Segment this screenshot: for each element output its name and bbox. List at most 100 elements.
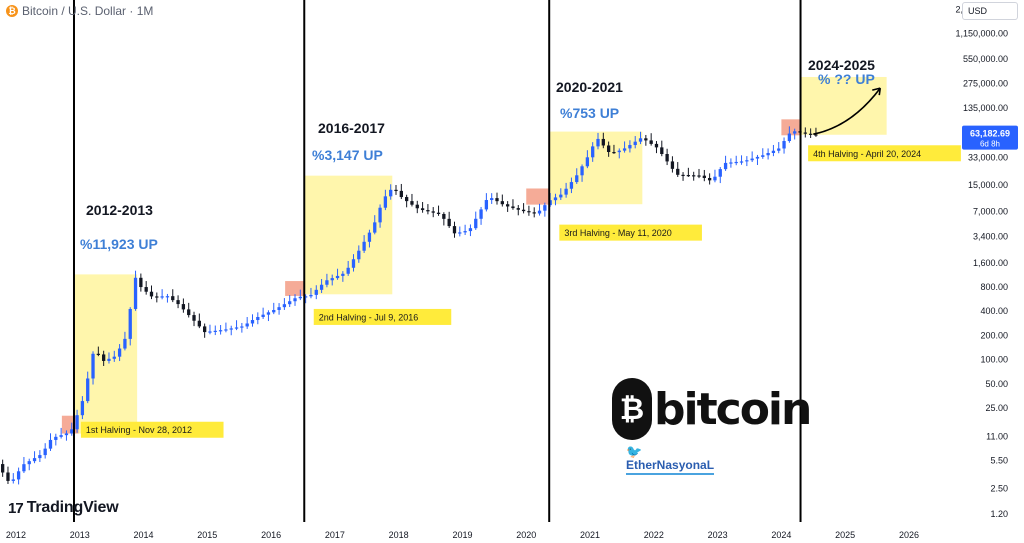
candle-up xyxy=(362,241,366,251)
projection-arrow xyxy=(813,87,881,135)
candle-up xyxy=(319,284,324,290)
candle-up xyxy=(750,158,754,161)
candle-down xyxy=(171,296,175,301)
x-tick-label: 2024 xyxy=(771,530,791,540)
candle-up xyxy=(755,156,760,159)
cycle-highlight-3 xyxy=(549,131,643,205)
price-axis[interactable] xyxy=(960,0,1024,543)
bitcoin-icon: ₿ xyxy=(6,5,18,17)
y-tick-label: 15,000.00 xyxy=(968,180,1008,190)
x-tick-label: 2019 xyxy=(452,530,472,540)
candle-down xyxy=(697,175,701,177)
candle-up xyxy=(389,189,393,197)
candle-up xyxy=(282,304,287,308)
candle-up xyxy=(27,461,31,465)
bitcoin-logo: ₿ bitcoin xyxy=(612,378,812,440)
candle-up xyxy=(54,436,58,440)
candle-down xyxy=(399,190,403,198)
candle-down xyxy=(814,134,818,136)
candle-down xyxy=(500,201,504,205)
cycle-period-3: 2020-2021 xyxy=(556,79,623,95)
currency-selector[interactable]: USD xyxy=(962,2,1018,20)
current-price-badge[interactable] xyxy=(962,125,1018,150)
candle-down xyxy=(415,204,419,209)
candle-up xyxy=(638,138,643,142)
y-tick-label: 1,600.00 xyxy=(973,258,1008,268)
candle-up xyxy=(117,348,122,357)
halving-label-2: 2nd Halving - Jul 9, 2016 xyxy=(319,312,419,322)
candle-up xyxy=(32,458,37,462)
candle-up xyxy=(766,152,770,156)
candle-up xyxy=(266,312,271,315)
y-tick-label: 33,000.00 xyxy=(968,152,1008,162)
candle-down xyxy=(197,320,201,327)
candle-up xyxy=(250,320,255,324)
candle-down xyxy=(654,143,659,148)
candle-up xyxy=(537,210,542,214)
candle-down xyxy=(96,353,100,355)
candle-up xyxy=(463,231,467,233)
y-tick-label: 1.20 xyxy=(990,509,1008,519)
candle-down xyxy=(203,326,207,333)
candle-up xyxy=(240,326,244,328)
cycle-gain-3: %753 UP xyxy=(560,105,619,121)
candle-down xyxy=(676,168,680,175)
candle-up xyxy=(298,296,302,299)
candle-up xyxy=(346,267,350,274)
candle-up xyxy=(75,415,79,430)
candle-down xyxy=(644,138,648,141)
candle-up xyxy=(261,314,265,318)
cycle-gain-4: % ?? UP xyxy=(818,71,875,87)
candle-up xyxy=(229,328,233,330)
candle-up xyxy=(330,278,334,281)
y-tick-label: 3,400.00 xyxy=(973,232,1008,242)
candle-up xyxy=(48,439,53,449)
candle-up xyxy=(543,205,547,211)
candle-up xyxy=(793,131,797,134)
y-tick-label: 25.00 xyxy=(985,403,1008,413)
candle-down xyxy=(144,287,148,292)
candle-up xyxy=(160,296,164,298)
candle-up xyxy=(617,150,621,153)
candle-up xyxy=(553,197,558,201)
candle-up xyxy=(208,331,212,333)
candle-down xyxy=(495,198,499,202)
bitcoin-coin-icon: ₿ xyxy=(612,378,652,440)
candle-up xyxy=(272,309,276,313)
candle-down xyxy=(426,210,430,212)
y-tick-label: 5.50 xyxy=(990,456,1008,466)
y-tick-label: 100.00 xyxy=(980,355,1008,365)
candle-up xyxy=(80,401,85,416)
candle-up xyxy=(309,294,313,297)
tradingview-logo[interactable]: 17 TradingView xyxy=(8,499,119,517)
y-tick-label: 200.00 xyxy=(980,330,1008,340)
candle-down xyxy=(155,296,159,298)
x-tick-label: 2018 xyxy=(389,530,409,540)
candle-up xyxy=(59,435,63,437)
candle-up xyxy=(479,209,483,219)
cycle-period-1: 2012-2013 xyxy=(86,202,153,218)
symbol-title: Bitcoin / U.S. Dollar · 1M xyxy=(22,4,154,18)
candle-down xyxy=(447,218,451,227)
projection-arrowhead xyxy=(872,87,882,96)
candle-up xyxy=(569,182,574,189)
time-axis[interactable] xyxy=(0,522,960,543)
candle-down xyxy=(606,145,611,153)
candle-up xyxy=(468,228,473,232)
candle-up xyxy=(378,207,382,223)
candle-down xyxy=(505,204,510,207)
candle-down xyxy=(516,208,520,210)
y-tick-label: 275,000.00 xyxy=(963,78,1008,88)
candle-up xyxy=(16,471,21,480)
candle-down xyxy=(686,175,691,177)
cycle-highlight-1 xyxy=(73,274,138,434)
symbol-header[interactable]: ₿ Bitcoin / U.S. Dollar · 1M xyxy=(6,3,153,19)
y-tick-label: 550,000.00 xyxy=(963,54,1008,64)
candle-up xyxy=(367,232,372,242)
candle-up xyxy=(628,145,632,149)
candle-up xyxy=(234,327,239,329)
candle-up xyxy=(314,289,318,295)
author-name: EtherNasyonaL xyxy=(626,458,715,475)
cycle-gain-1: %11,923 UP xyxy=(80,236,158,252)
